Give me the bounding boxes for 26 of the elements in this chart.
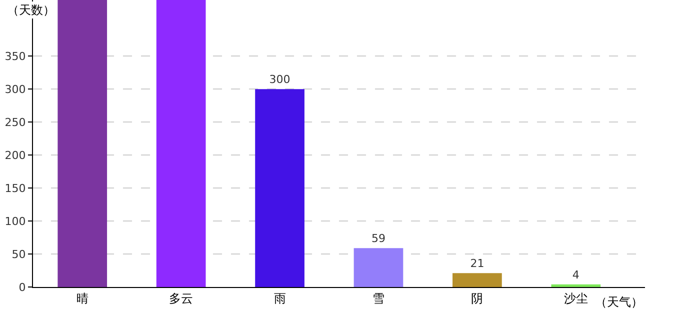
x-tick-label: 沙尘 [564, 291, 588, 306]
x-axis-title: （天气） [595, 295, 643, 309]
bar [452, 273, 502, 287]
x-tick-label: 晴 [76, 291, 88, 306]
x-tick-label: 多云 [169, 291, 194, 306]
y-tick-label: 200 [4, 148, 26, 162]
data-label: 59 [371, 232, 386, 246]
data-label: 21 [470, 257, 484, 270]
y-tick-label: 0 [18, 280, 26, 294]
y-tick-label: 350 [4, 50, 26, 63]
y-tick-label: 100 [4, 214, 26, 228]
bar [551, 284, 601, 287]
data-label: 300 [269, 73, 290, 86]
data-label: 4 [572, 268, 580, 282]
bar [58, 0, 108, 287]
y-tick-label: 300 [4, 82, 26, 96]
x-tick-label: 阴 [471, 291, 484, 306]
x-tick-label: 雪 [372, 291, 384, 306]
bar [354, 248, 404, 287]
y-tick-label: 250 [4, 116, 26, 129]
x-tick-label: 雨 [274, 291, 286, 306]
y-tick-label: 150 [4, 182, 26, 195]
bar [255, 89, 304, 287]
y-tick-label: 50 [12, 248, 26, 261]
bar [156, 0, 206, 287]
y-axis-title: （天数） [7, 3, 55, 17]
